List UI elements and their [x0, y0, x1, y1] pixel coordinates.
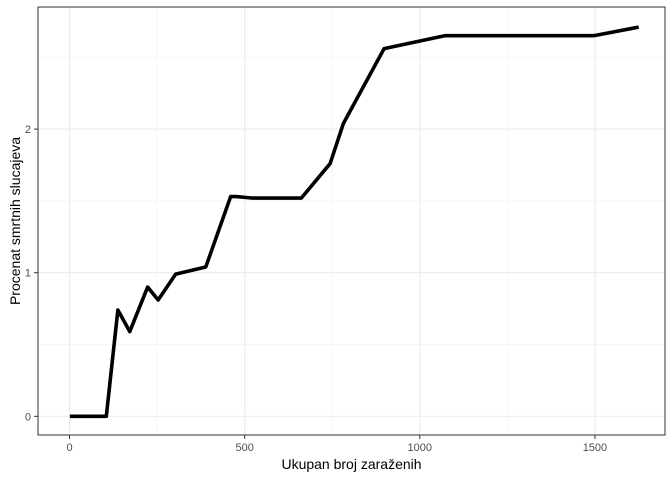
x-axis-title: Ukupan broj zaraženih	[281, 456, 421, 472]
y-tick-label: 1	[25, 268, 31, 280]
y-tick-label: 0	[25, 411, 31, 423]
y-tick-label: 2	[25, 124, 31, 136]
series-layer	[69, 25, 640, 419]
x-tick-label: 1500	[583, 442, 607, 454]
minor-gridlines	[38, 7, 665, 435]
y-axis-title: Procenat smrtnih slucajeva	[7, 137, 23, 305]
major-gridlines	[38, 7, 665, 435]
plot-panel-border	[37, 6, 666, 436]
plot-panel	[37, 6, 666, 436]
x-axis-ticks: 0 500 1000 1500	[66, 435, 607, 454]
x-tick-label: 0	[66, 442, 72, 454]
y-axis-ticks: 0 1 2	[25, 124, 38, 423]
x-tick-label: 500	[235, 442, 253, 454]
series-line	[69, 25, 640, 419]
x-tick-label: 1000	[408, 442, 432, 454]
